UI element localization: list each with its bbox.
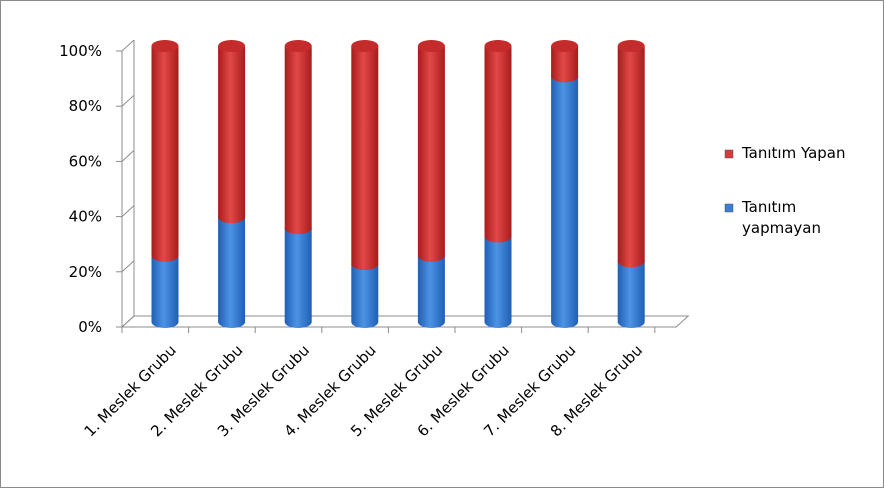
bar-7-cap-2 bbox=[551, 40, 579, 52]
bar-7-segment-1 bbox=[551, 76, 579, 328]
bar-2-segment-2 bbox=[218, 46, 246, 224]
axes bbox=[116, 39, 690, 333]
y-tick-depth bbox=[121, 39, 135, 52]
y-tick-label: 0% bbox=[78, 318, 102, 336]
y-tick-depth bbox=[121, 315, 135, 328]
floor-plane bbox=[120, 315, 690, 328]
y-tick-label: 80% bbox=[69, 97, 102, 115]
bar-2-segment-1 bbox=[218, 217, 246, 328]
y-tick-label: 20% bbox=[69, 263, 102, 281]
legend-label: yapmayan bbox=[742, 219, 821, 237]
bar-6-cap-2 bbox=[484, 40, 512, 52]
bar-5-cap-2 bbox=[417, 40, 445, 52]
bars bbox=[151, 40, 645, 328]
y-tick-label: 40% bbox=[69, 208, 102, 226]
legend-label: Tanıtım Yapan bbox=[741, 144, 845, 162]
bar-2-cap-2 bbox=[218, 40, 246, 52]
y-tick-depth bbox=[121, 205, 135, 217]
bar-7-segment-2 bbox=[551, 46, 579, 83]
y-tick-depth bbox=[121, 94, 135, 107]
legend-item: Tanıtım Yapan bbox=[724, 144, 845, 162]
legend-swatch bbox=[724, 203, 734, 213]
bar-8-cap-2 bbox=[617, 40, 645, 52]
bar-4-segment-1 bbox=[351, 264, 379, 328]
bar-1-segment-1 bbox=[151, 255, 179, 328]
bar-6-segment-2 bbox=[484, 46, 512, 243]
bar-4-cap-2 bbox=[351, 40, 379, 52]
y-tick-depth bbox=[121, 150, 135, 162]
bar-3-segment-1 bbox=[284, 228, 312, 328]
bar-5-segment-1 bbox=[417, 255, 445, 328]
bar-3-cap-2 bbox=[284, 40, 312, 52]
bar-1-segment-2 bbox=[151, 46, 179, 262]
legend-swatch bbox=[724, 149, 734, 159]
y-tick-label: 60% bbox=[69, 152, 102, 170]
bar-1-cap-2 bbox=[151, 40, 179, 52]
bar-8-segment-2 bbox=[617, 46, 645, 268]
legend: Tanıtım Yapan Tanıtım yapmayan bbox=[724, 144, 845, 237]
bar-6-segment-1 bbox=[484, 236, 512, 328]
bar-4-segment-2 bbox=[351, 46, 379, 271]
bar-8-segment-1 bbox=[617, 261, 645, 328]
bar-5-segment-2 bbox=[417, 46, 445, 262]
legend-label: Tanıtım bbox=[741, 198, 796, 216]
bar-3-segment-2 bbox=[284, 46, 312, 235]
legend-item: Tanıtım yapmayan bbox=[724, 198, 821, 237]
y-tick-depth bbox=[121, 260, 135, 273]
y-tick-label: 100% bbox=[59, 42, 102, 60]
